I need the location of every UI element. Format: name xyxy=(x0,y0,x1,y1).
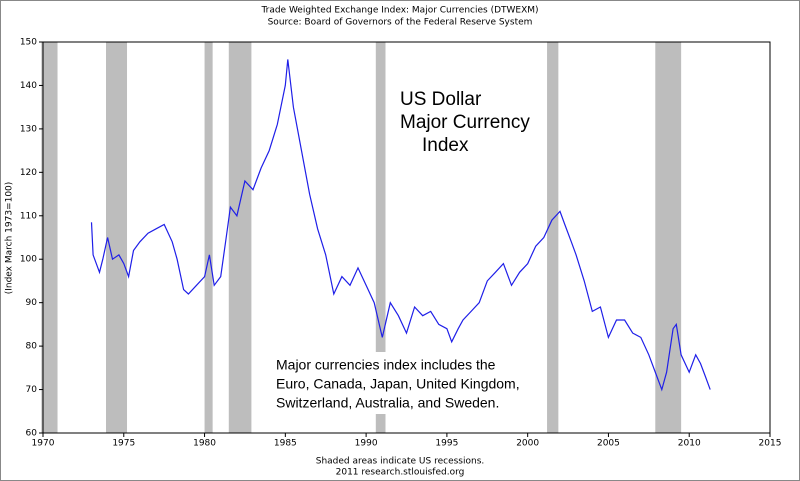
annotation-box xyxy=(272,352,542,414)
x-tick-label: 1980 xyxy=(193,439,216,449)
annotation-note: Euro, Canada, Japan, United Kingdom, xyxy=(276,376,520,392)
y-tick-label: 150 xyxy=(20,38,37,48)
y-tick-label: 80 xyxy=(26,342,38,352)
recession-band xyxy=(655,42,682,433)
recession-band xyxy=(375,42,386,433)
annotation-title: US Dollar xyxy=(400,89,482,110)
plot-border xyxy=(42,41,771,434)
y-tick-label: 120 xyxy=(20,168,37,178)
x-tick-label: 2015 xyxy=(759,439,782,449)
recession-band xyxy=(106,42,128,433)
x-tick-label: 2000 xyxy=(516,439,539,449)
chart-title: Trade Weighted Exchange Index: Major Cur… xyxy=(260,6,538,16)
y-tick-label: 110 xyxy=(20,211,37,221)
y-tick-label: 140 xyxy=(20,81,37,91)
x-tick-label: 1990 xyxy=(355,439,378,449)
recession-band xyxy=(204,42,213,433)
x-tick-label: 2010 xyxy=(678,439,701,449)
recession-band xyxy=(547,42,559,433)
x-tick-label: 1985 xyxy=(274,439,297,449)
y-tick-label: 90 xyxy=(26,298,38,308)
x-tick-label: 2005 xyxy=(597,439,620,449)
chart-subtitle: Source: Board of Governors of the Federa… xyxy=(268,18,533,28)
annotation-title: Index xyxy=(422,135,469,156)
annotation-title: Major Currency xyxy=(400,112,530,133)
footer: 2011 research.stlouisfed.org xyxy=(336,468,465,478)
footer: Shaded areas indicate US recessions. xyxy=(316,457,485,467)
recession-band xyxy=(41,42,58,433)
x-tick-label: 1970 xyxy=(32,439,55,449)
x-tick-label: 1975 xyxy=(112,439,135,449)
y-tick-label: 100 xyxy=(20,255,37,265)
y-tick-label: 60 xyxy=(26,429,38,439)
y-tick-label: 130 xyxy=(20,124,37,134)
annotation-note: Major currencies index includes the xyxy=(276,357,496,373)
annotation-note: Switzerland, Australia, and Sweden. xyxy=(276,395,499,411)
recession-band xyxy=(228,42,252,433)
x-tick-label: 1995 xyxy=(435,439,458,449)
y-axis-label: (Index March 1973=100) xyxy=(5,182,15,295)
data-line xyxy=(90,59,711,392)
y-tick-label: 70 xyxy=(26,385,38,395)
